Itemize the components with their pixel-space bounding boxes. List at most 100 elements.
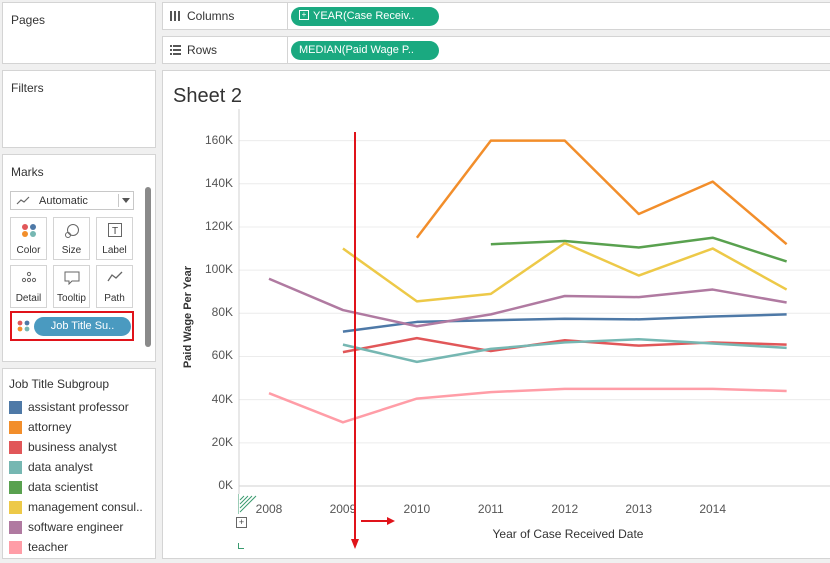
- legend-panel: Job Title Subgroup assistant professor at…: [2, 368, 156, 559]
- x-tick-label: 2012: [551, 502, 579, 516]
- legend-item-label: assistant professor: [28, 400, 129, 414]
- columns-icon: [170, 11, 180, 21]
- pages-panel[interactable]: Pages: [2, 2, 156, 64]
- columns-pill-label: YEAR(Case Receiv..: [313, 10, 415, 22]
- marks-panel: Marks Automatic Color Size T Label Detai…: [2, 154, 156, 362]
- annotation-arrow-right-icon: [387, 517, 395, 525]
- series-line-7[interactable]: [268, 387, 787, 424]
- expand-plus-icon[interactable]: +: [299, 10, 309, 21]
- line-mark-icon: [16, 196, 30, 205]
- line-chart[interactable]: [163, 71, 830, 558]
- color-field-pill-label: Job Title Su..: [50, 320, 115, 332]
- x-tick-label: 2009: [329, 502, 357, 516]
- legend-swatch: [9, 441, 22, 454]
- color-button[interactable]: Color: [10, 217, 47, 260]
- detail-button[interactable]: Detail: [10, 265, 47, 308]
- y-tick-label: 140K: [204, 175, 233, 190]
- filters-panel[interactable]: Filters: [2, 70, 156, 148]
- filters-title: Filters: [11, 81, 44, 95]
- tooltip-button-label: Tooltip: [57, 293, 86, 304]
- x-tick-label: 2013: [625, 502, 653, 516]
- legend-item-label: management consul..: [28, 500, 143, 514]
- size-button-label: Size: [61, 245, 82, 256]
- expand-axis-plus-icon[interactable]: +: [236, 517, 247, 528]
- color-dots-icon: [21, 224, 36, 237]
- legend-item[interactable]: attorney: [9, 419, 149, 435]
- marks-title: Marks: [11, 165, 44, 179]
- legend-item-label: business analyst: [28, 440, 117, 454]
- color-dots-icon: [17, 320, 30, 332]
- path-icon: [106, 271, 122, 282]
- marks-scrollbar[interactable]: [145, 187, 151, 347]
- shelf-separator: [287, 37, 288, 63]
- corner-bracket-icon: [238, 543, 244, 549]
- mark-type-label: Automatic: [39, 195, 88, 207]
- legend-item[interactable]: data analyst: [9, 459, 149, 475]
- y-tick-label: 120K: [204, 218, 233, 233]
- tooltip-button[interactable]: Tooltip: [53, 265, 90, 308]
- legend-swatch: [9, 501, 22, 514]
- rows-icon: [170, 45, 181, 55]
- legend-title: Job Title Subgroup: [9, 377, 110, 391]
- legend-item-label: data scientist: [28, 480, 99, 494]
- size-button[interactable]: Size: [53, 217, 90, 260]
- x-tick-label: 2010: [403, 502, 431, 516]
- dropdown-separator: [118, 194, 119, 207]
- legend-item-label: software engineer: [28, 520, 124, 534]
- color-shelf-highlight: Job Title Su..: [10, 311, 134, 341]
- rows-shelf[interactable]: Rows MEDIAN(Paid Wage P..: [162, 36, 830, 64]
- annotation-arrow-down-icon: [351, 539, 359, 549]
- y-tick-label: 0K: [218, 478, 233, 492]
- series-line-3[interactable]: [342, 337, 787, 364]
- color-field-pill[interactable]: Job Title Su..: [34, 317, 131, 336]
- x-tick-label: 2014: [699, 502, 727, 516]
- y-tick-label: 40K: [211, 391, 233, 406]
- label-icon: T: [107, 223, 122, 237]
- legend-item[interactable]: management consul..: [9, 499, 149, 515]
- shelf-separator: [287, 3, 288, 29]
- legend-swatch: [9, 461, 22, 474]
- sheet-title: Sheet 2: [173, 85, 242, 107]
- x-tick-label: 2008: [255, 502, 283, 516]
- legend-item[interactable]: data scientist: [9, 479, 149, 495]
- label-button[interactable]: T Label: [96, 217, 133, 260]
- legend-swatch: [9, 481, 22, 494]
- columns-shelf[interactable]: Columns + YEAR(Case Receiv..: [162, 2, 830, 30]
- chevron-down-icon[interactable]: [122, 198, 130, 204]
- legend-item[interactable]: teacher: [9, 539, 149, 555]
- legend-item[interactable]: assistant professor: [9, 399, 149, 415]
- legend-swatch: [9, 541, 22, 554]
- legend-swatch: [9, 421, 22, 434]
- rows-pill-label: MEDIAN(Paid Wage P..: [299, 44, 414, 56]
- series-line-1[interactable]: [415, 139, 788, 246]
- sheet-view: Sheet 2 0K 20K 40K 60K 80K 100K 120K 140K 160K 2…: [162, 70, 830, 559]
- y-tick-label: 20K: [211, 434, 233, 449]
- color-button-label: Color: [16, 245, 41, 256]
- series-line-5[interactable]: [342, 241, 788, 303]
- legend-item[interactable]: business analyst: [9, 439, 149, 455]
- label-button-label: Label: [102, 245, 127, 256]
- y-tick-label: 100K: [204, 262, 233, 277]
- columns-label: Columns: [187, 9, 235, 23]
- detail-button-label: Detail: [15, 293, 42, 304]
- legend-item-label: attorney: [28, 420, 72, 434]
- x-axis-title: Year of Case Received Date: [492, 527, 644, 541]
- legend-item[interactable]: software engineer: [9, 519, 149, 535]
- legend-swatch: [9, 521, 22, 534]
- legend-item-label: data analyst: [28, 460, 93, 474]
- legend-item-label: teacher: [28, 540, 69, 554]
- rows-label: Rows: [187, 43, 218, 57]
- y-tick-label: 60K: [211, 348, 233, 363]
- path-button[interactable]: Path: [96, 265, 133, 308]
- series-line-4[interactable]: [490, 236, 788, 263]
- x-tick-label: 2011: [477, 502, 504, 516]
- rows-pill[interactable]: MEDIAN(Paid Wage P..: [291, 41, 439, 60]
- pages-title: Pages: [11, 13, 46, 27]
- detail-icon: [21, 271, 36, 283]
- resize-corner-icon[interactable]: [238, 494, 258, 514]
- columns-pill[interactable]: + YEAR(Case Receiv..: [291, 7, 439, 26]
- y-tick-label: 80K: [211, 305, 233, 320]
- y-tick-label: 160K: [204, 132, 233, 147]
- series-line-0[interactable]: [342, 313, 787, 333]
- mark-type-dropdown[interactable]: Automatic: [10, 191, 134, 210]
